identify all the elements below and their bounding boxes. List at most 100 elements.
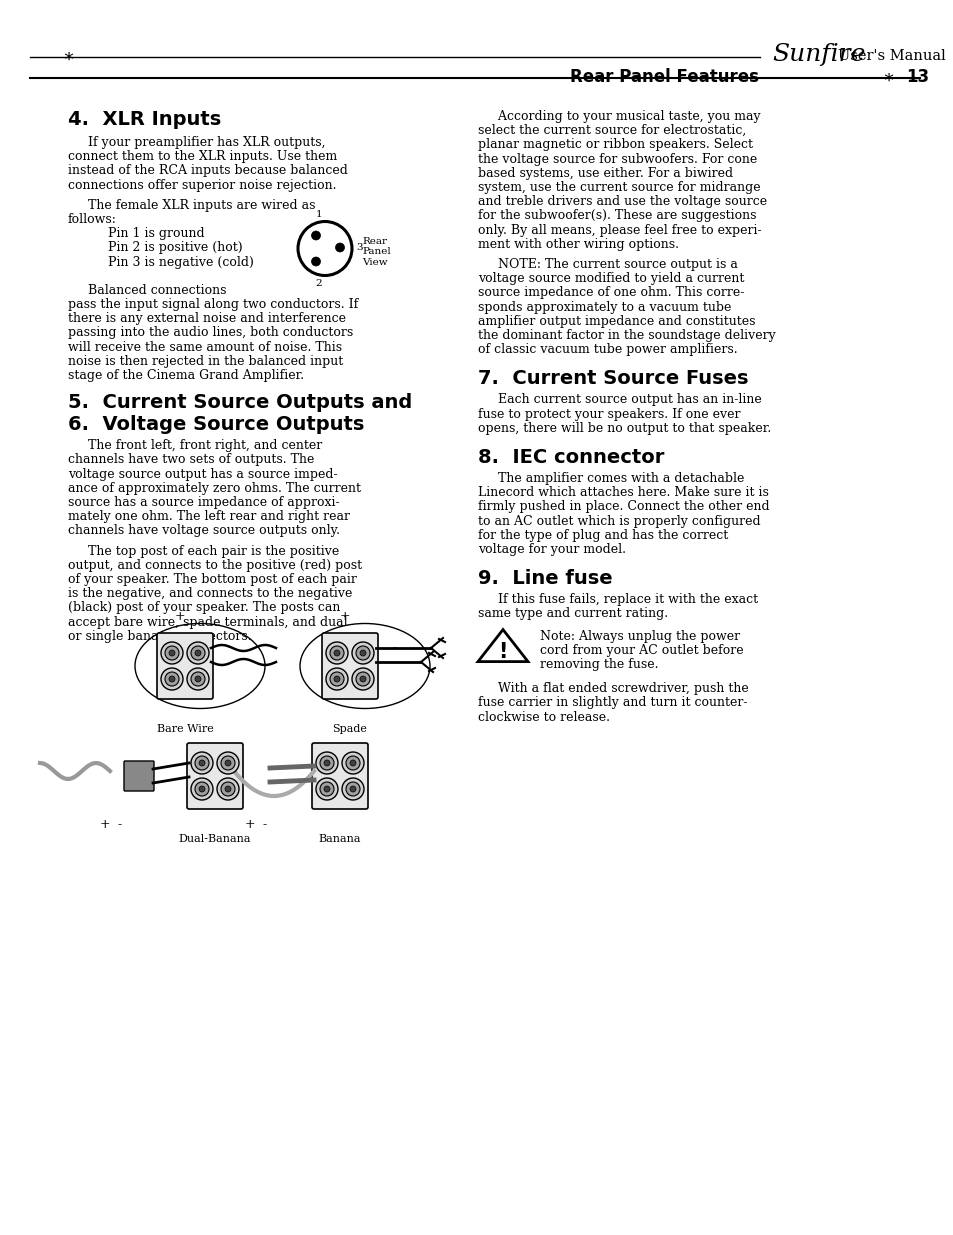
Circle shape bbox=[326, 642, 348, 664]
Text: 2: 2 bbox=[315, 279, 322, 288]
Circle shape bbox=[350, 785, 355, 792]
Text: channels have two sets of outputs. The: channels have two sets of outputs. The bbox=[68, 453, 314, 467]
Text: only. By all means, please feel free to experi-: only. By all means, please feel free to … bbox=[477, 224, 760, 237]
Circle shape bbox=[194, 756, 209, 769]
Text: ance of approximately zero ohms. The current: ance of approximately zero ohms. The cur… bbox=[68, 482, 360, 495]
Text: 13: 13 bbox=[905, 68, 928, 86]
Text: 4.  XLR Inputs: 4. XLR Inputs bbox=[68, 110, 221, 128]
Circle shape bbox=[346, 782, 359, 797]
Text: or single banana connectors.: or single banana connectors. bbox=[68, 630, 252, 642]
Circle shape bbox=[319, 756, 334, 769]
Text: voltage source output has a source imped-: voltage source output has a source imped… bbox=[68, 468, 337, 480]
Text: the voltage source for subwoofers. For cone: the voltage source for subwoofers. For c… bbox=[477, 153, 757, 165]
Circle shape bbox=[191, 778, 213, 800]
Circle shape bbox=[165, 672, 179, 685]
Circle shape bbox=[191, 672, 205, 685]
Circle shape bbox=[359, 650, 366, 656]
FancyBboxPatch shape bbox=[157, 634, 213, 699]
Circle shape bbox=[221, 782, 234, 797]
Text: The amplifier comes with a detachable: The amplifier comes with a detachable bbox=[477, 472, 743, 485]
Text: based systems, use either. For a biwired: based systems, use either. For a biwired bbox=[477, 167, 732, 180]
Text: will receive the same amount of noise. This: will receive the same amount of noise. T… bbox=[68, 341, 342, 353]
Circle shape bbox=[199, 760, 205, 766]
Text: mately one ohm. The left rear and right rear: mately one ohm. The left rear and right … bbox=[68, 510, 350, 524]
Circle shape bbox=[161, 642, 183, 664]
Text: ment with other wiring options.: ment with other wiring options. bbox=[477, 238, 679, 251]
Circle shape bbox=[194, 650, 201, 656]
Text: is the negative, and connects to the negative: is the negative, and connects to the neg… bbox=[68, 587, 352, 600]
Circle shape bbox=[199, 785, 205, 792]
Text: voltage source modified to yield a current: voltage source modified to yield a curre… bbox=[477, 272, 743, 285]
Circle shape bbox=[334, 650, 339, 656]
Text: View: View bbox=[361, 258, 387, 267]
Text: accept bare wire, spade terminals, and dual: accept bare wire, spade terminals, and d… bbox=[68, 615, 347, 629]
Circle shape bbox=[187, 668, 209, 690]
Text: and treble drivers and use the voltage source: and treble drivers and use the voltage s… bbox=[477, 195, 766, 209]
Text: of your speaker. The bottom post of each pair: of your speaker. The bottom post of each… bbox=[68, 573, 356, 585]
Text: Linecord which attaches here. Make sure it is: Linecord which attaches here. Make sure … bbox=[477, 487, 768, 499]
Circle shape bbox=[355, 672, 370, 685]
Text: planar magnetic or ribbon speakers. Select: planar magnetic or ribbon speakers. Sele… bbox=[477, 138, 752, 152]
Text: If your preamplifier has XLR outputs,: If your preamplifier has XLR outputs, bbox=[68, 136, 325, 149]
Text: source impedance of one ohm. This corre-: source impedance of one ohm. This corre- bbox=[477, 287, 743, 299]
Text: Sunfire: Sunfire bbox=[771, 43, 864, 67]
Text: Pin 1 is ground: Pin 1 is ground bbox=[68, 227, 204, 240]
Text: channels have voltage source outputs only.: channels have voltage source outputs onl… bbox=[68, 525, 339, 537]
Text: The female XLR inputs are wired as: The female XLR inputs are wired as bbox=[68, 199, 315, 211]
Text: opens, there will be no output to that speaker.: opens, there will be no output to that s… bbox=[477, 422, 770, 435]
Circle shape bbox=[359, 676, 366, 682]
Text: Each current source output has an in-line: Each current source output has an in-lin… bbox=[477, 394, 760, 406]
Circle shape bbox=[346, 756, 359, 769]
Circle shape bbox=[355, 646, 370, 659]
Text: stage of the Cinema Grand Amplifier.: stage of the Cinema Grand Amplifier. bbox=[68, 369, 304, 382]
Text: sponds approximately to a vacuum tube: sponds approximately to a vacuum tube bbox=[477, 300, 731, 314]
Circle shape bbox=[334, 676, 339, 682]
Circle shape bbox=[194, 676, 201, 682]
Text: 6.  Voltage Source Outputs: 6. Voltage Source Outputs bbox=[68, 415, 364, 435]
Text: !: ! bbox=[497, 642, 507, 662]
Circle shape bbox=[169, 676, 174, 682]
Circle shape bbox=[335, 243, 344, 252]
Circle shape bbox=[169, 650, 174, 656]
Text: clockwise to release.: clockwise to release. bbox=[477, 710, 609, 724]
Text: -: - bbox=[118, 818, 122, 831]
Circle shape bbox=[194, 782, 209, 797]
Circle shape bbox=[341, 752, 364, 774]
Text: for the subwoofer(s). These are suggestions: for the subwoofer(s). These are suggesti… bbox=[477, 210, 756, 222]
Text: instead of the RCA inputs because balanced: instead of the RCA inputs because balanc… bbox=[68, 164, 348, 178]
Text: connections offer superior noise rejection.: connections offer superior noise rejecti… bbox=[68, 179, 336, 191]
Text: for the type of plug and has the correct: for the type of plug and has the correct bbox=[477, 529, 727, 542]
Text: -: - bbox=[263, 818, 267, 831]
Text: 1: 1 bbox=[315, 210, 322, 219]
Text: Rear Panel Features: Rear Panel Features bbox=[569, 68, 759, 86]
Circle shape bbox=[191, 646, 205, 659]
Circle shape bbox=[225, 785, 231, 792]
Text: (black) post of your speaker. The posts can: (black) post of your speaker. The posts … bbox=[68, 601, 340, 614]
Circle shape bbox=[324, 760, 330, 766]
Text: 7.  Current Source Fuses: 7. Current Source Fuses bbox=[477, 369, 748, 388]
Text: ∗: ∗ bbox=[62, 48, 74, 65]
Text: Pin 3 is negative (cold): Pin 3 is negative (cold) bbox=[68, 256, 253, 268]
Text: If this fuse fails, replace it with the exact: If this fuse fails, replace it with the … bbox=[477, 593, 758, 606]
Text: cord from your AC outlet before: cord from your AC outlet before bbox=[539, 643, 742, 657]
Circle shape bbox=[352, 668, 374, 690]
Text: noise is then rejected in the balanced input: noise is then rejected in the balanced i… bbox=[68, 354, 343, 368]
Text: +: + bbox=[244, 818, 255, 831]
Text: The front left, front right, and center: The front left, front right, and center bbox=[68, 440, 322, 452]
Circle shape bbox=[315, 752, 337, 774]
Text: 3: 3 bbox=[355, 243, 362, 252]
Text: output, and connects to the positive (red) post: output, and connects to the positive (re… bbox=[68, 558, 362, 572]
FancyBboxPatch shape bbox=[124, 761, 153, 790]
Circle shape bbox=[225, 760, 231, 766]
Circle shape bbox=[312, 231, 320, 240]
Circle shape bbox=[312, 257, 320, 266]
Text: Spade: Spade bbox=[333, 724, 367, 734]
Circle shape bbox=[165, 646, 179, 659]
Circle shape bbox=[191, 752, 213, 774]
Text: connect them to the XLR inputs. Use them: connect them to the XLR inputs. Use them bbox=[68, 151, 337, 163]
Text: +: + bbox=[99, 818, 111, 831]
Text: of classic vacuum tube power amplifiers.: of classic vacuum tube power amplifiers. bbox=[477, 343, 737, 356]
Circle shape bbox=[161, 668, 183, 690]
Text: amplifier output impedance and constitutes: amplifier output impedance and constitut… bbox=[477, 315, 755, 327]
Circle shape bbox=[350, 760, 355, 766]
